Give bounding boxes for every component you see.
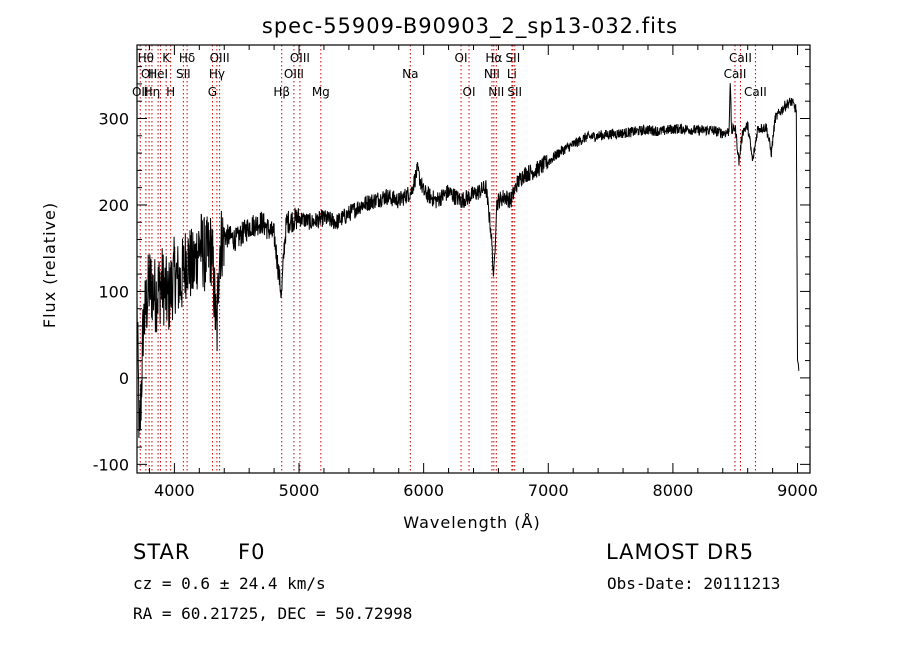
line-marker-label: Hα [485,51,502,65]
line-marker-label: OI [463,85,476,99]
line-marker-label: SII [507,85,522,99]
line-marker-label: OIII [210,51,230,65]
obs-date: Obs-Date: 20111213 [607,574,781,593]
line-marker-label: CaII [744,85,767,99]
y-axis-label: Flux (relative) [40,202,59,328]
x-tick-label: 7000 [528,481,569,500]
line-marker-label: G [208,85,217,99]
line-markers [139,45,756,473]
x-tick-label: 4000 [154,481,195,500]
line-marker-label: OIII [284,67,304,81]
chart-title: spec-55909-B90903_2_sp13-032.fits [262,14,678,39]
line-marker-label: OIII [290,51,310,65]
x-tick-label: 8000 [653,481,694,500]
line-marker-label: CaII [724,67,747,81]
x-tick-label: 6000 [403,481,444,500]
line-marker-labels: OIIHθOIIHηHeIKHSIIHδGHγOIIIHβOIIIOIIIMgN… [132,51,767,99]
line-marker-label: K [162,51,171,65]
plot-frame [136,44,811,474]
line-marker-label: SII [506,51,521,65]
coordinates-text: RA = 60.21725, DEC = 50.72998 [133,604,413,623]
line-marker-label: Mg [312,85,330,99]
x-tick-label: 5000 [279,481,320,500]
line-marker-label: Hγ [209,67,225,81]
line-marker-label: Li [507,67,517,81]
redshift-text: cz = 0.6 ± 24.4 km/s [133,574,326,593]
y-axis-ticks: -100 0 100 200 300 [93,48,810,474]
object-class: STAR [133,540,191,564]
line-marker-label: SII [176,67,191,81]
spectrum-line [136,83,800,438]
survey-name: LAMOST DR5 [606,540,755,564]
line-marker-label: H [166,85,175,99]
line-marker-label: OII [141,67,158,81]
line-marker-label: HeI [148,67,168,81]
x-tick-label: 9000 [777,481,818,500]
line-marker-label: OI [455,51,468,65]
y-tick-label: 0 [119,369,129,388]
line-marker-label: Hδ [179,51,195,65]
line-marker-label: Na [402,67,418,81]
x-axis-label: Wavelength (Å) [403,513,540,532]
line-marker-label: CaII [729,51,752,65]
y-tick-label: 100 [98,282,129,301]
object-subclass: F0 [238,540,266,564]
line-marker-label: Hβ [273,85,290,99]
x-axis-ticks: 4000 5000 6000 7000 8000 9000 [148,45,818,500]
line-marker-label: Hθ [138,51,154,65]
line-marker-label: Hη [144,85,161,99]
y-tick-label: 200 [98,196,129,215]
line-marker-label: OII [132,85,149,99]
y-tick-label: -100 [93,455,129,474]
line-marker-label: NII [488,85,504,99]
line-marker-label: NII [484,67,500,81]
y-tick-label: 300 [98,109,129,128]
